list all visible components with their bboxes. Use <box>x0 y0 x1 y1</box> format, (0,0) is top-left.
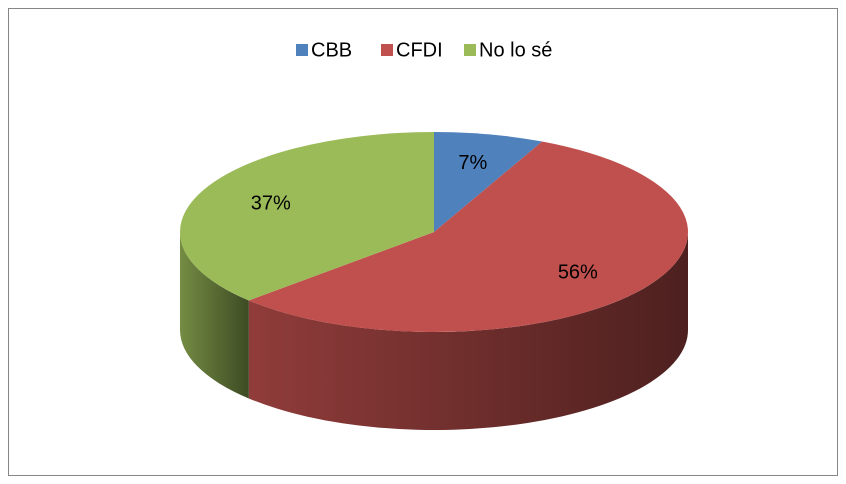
legend-label: CFDI <box>396 39 443 61</box>
pie-side <box>248 232 688 430</box>
legend-swatch <box>296 44 308 56</box>
pie-slice <box>179 132 434 301</box>
pie-slice <box>434 132 543 232</box>
data-label: 7% <box>458 152 487 174</box>
legend-label: CBB <box>311 39 352 61</box>
legend-swatch <box>464 44 476 56</box>
data-label: 37% <box>251 192 291 214</box>
data-label: 56% <box>558 261 598 283</box>
pie-side <box>180 232 249 399</box>
legend-swatch <box>381 44 393 56</box>
pie-slice <box>248 141 688 332</box>
legend-label: No lo sé <box>479 39 552 61</box>
